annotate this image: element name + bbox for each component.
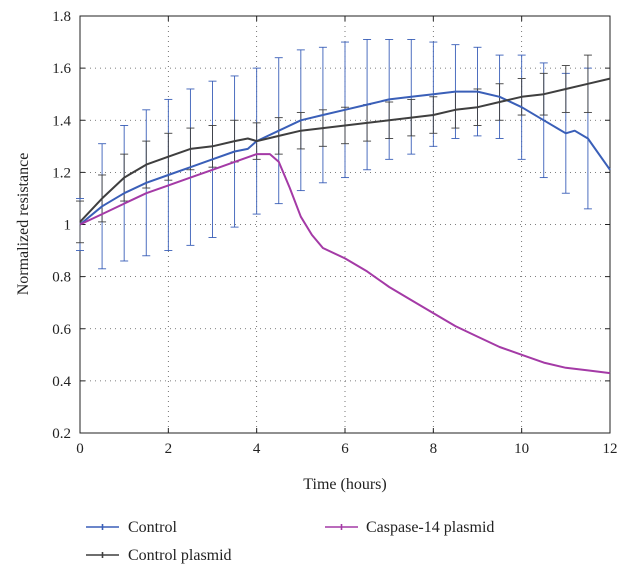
series-line-control-plasmid [79,77,611,223]
legend-label-caspase-14-plasmid: Caspase-14 plasmid [366,519,494,536]
y-axis-title: Normalized resistance [15,153,32,296]
x-tick-label: 6 [341,441,349,457]
series-line-control [79,90,611,226]
y-tick-label: 0.2 [52,426,71,442]
y-tick-label: 0.6 [52,322,71,338]
y-tick-label: 0.8 [52,270,71,286]
ticks: 0 2 4 6 8 10 12 0.2 0.4 0.6 0.8 1 1.2 1.4 1.6 1.8 [52,9,617,457]
series-line-caspase-14-plasmid [79,153,611,375]
legend-label-control: Control [128,519,177,536]
y-tick-label: 1 [64,218,72,234]
y-tick-label: 1.2 [52,165,71,181]
series-lines [79,77,611,375]
legend: Control Control plasmid Caspase-14 plasm… [86,519,494,564]
y-tick-label: 1.8 [52,9,71,25]
legend-label-control-plasmid: Control plasmid [128,547,232,564]
legend-item-control-plasmid: Control plasmid [86,547,232,564]
legend-item-caspase-14-plasmid: Caspase-14 plasmid [325,519,494,536]
y-tick-label: 1.4 [52,113,71,129]
x-tick-label: 0 [76,441,84,457]
x-tick-label: 12 [603,441,618,457]
x-tick-label: 8 [430,441,438,457]
x-tick-label: 4 [253,441,261,457]
legend-item-control: Control [86,519,177,536]
x-tick-label: 10 [514,441,529,457]
x-tick-label: 2 [165,441,173,457]
y-tick-label: 0.4 [52,374,71,390]
y-tick-label: 1.6 [52,61,71,77]
x-axis-title: Time (hours) [303,476,386,493]
